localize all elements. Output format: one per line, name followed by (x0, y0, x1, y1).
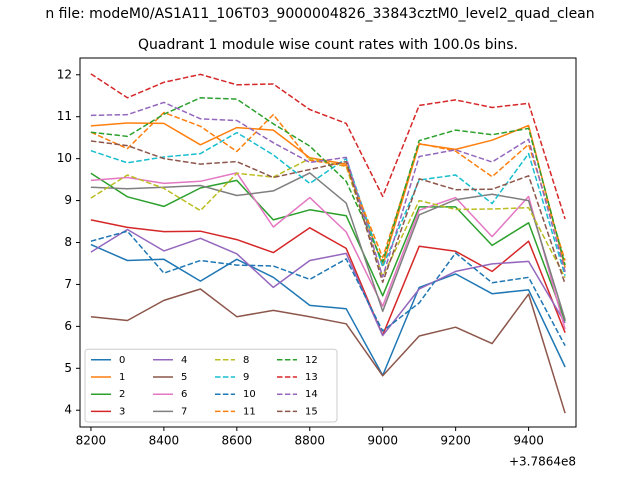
series-line-7 (90, 172, 566, 320)
legend-label: 0 (119, 355, 125, 366)
series-line-10 (90, 230, 566, 347)
x-tick-label: 8200 (76, 434, 107, 448)
legend-label: 15 (305, 406, 318, 417)
y-tick-label: 12 (57, 67, 72, 81)
series-line-0 (90, 243, 566, 377)
x-axis: 8200 8400 8600 8800 9000 9200 9400 (76, 427, 544, 448)
axis-offset-label: +3.7864e8 (509, 455, 576, 469)
legend-label: 2 (119, 389, 125, 400)
series-line-9 (90, 131, 566, 276)
x-tick-label: 8600 (222, 434, 253, 448)
legend-label: 3 (119, 406, 125, 417)
y-tick-label: 9 (64, 193, 72, 207)
series-layer (90, 73, 566, 414)
series-line-15 (90, 140, 566, 285)
legend-label: 14 (305, 389, 318, 400)
legend-label: 12 (305, 355, 318, 366)
series-line-13 (90, 73, 566, 220)
series-line-3 (90, 219, 566, 336)
y-tick-label: 7 (64, 277, 72, 291)
series-line-11 (90, 111, 566, 261)
y-tick-label: 8 (64, 235, 72, 249)
legend-label: 5 (181, 372, 187, 383)
y-tick-label: 5 (64, 361, 72, 375)
y-tick-label: 6 (64, 319, 72, 333)
series-line-14 (90, 101, 566, 278)
suptitle: n file: modeM0/AS1A11_106T03_9000004826_… (45, 6, 594, 22)
series-line-4 (90, 228, 566, 337)
legend-label: 11 (243, 406, 256, 417)
legend-label: 10 (243, 389, 256, 400)
chart-title: Quadrant 1 module wise count rates with … (138, 37, 518, 53)
y-axis: 4 5 6 7 8 9 10 11 12 (57, 67, 80, 417)
series-line-2 (90, 172, 566, 322)
legend-label: 9 (243, 372, 249, 383)
x-tick-label: 9000 (367, 434, 398, 448)
legend-label: 7 (181, 406, 187, 417)
legend-label: 8 (243, 355, 249, 366)
x-tick-label: 8800 (294, 434, 325, 448)
series-line-1 (90, 122, 566, 268)
x-tick-label: 9200 (440, 434, 471, 448)
legend-box (84, 348, 338, 423)
x-tick-label: 9400 (513, 434, 544, 448)
legend-label: 4 (181, 355, 187, 366)
legend-label: 13 (305, 372, 318, 383)
series-line-12 (90, 97, 566, 266)
y-tick-label: 11 (57, 109, 72, 123)
series-line-6 (90, 172, 566, 330)
y-tick-label: 10 (57, 151, 72, 165)
series-line-5 (90, 288, 566, 414)
legend-label: 6 (181, 389, 187, 400)
x-tick-label: 8400 (149, 434, 180, 448)
legend-label: 1 (119, 372, 125, 383)
y-tick-label: 4 (64, 403, 72, 417)
plot-frame (79, 57, 577, 428)
